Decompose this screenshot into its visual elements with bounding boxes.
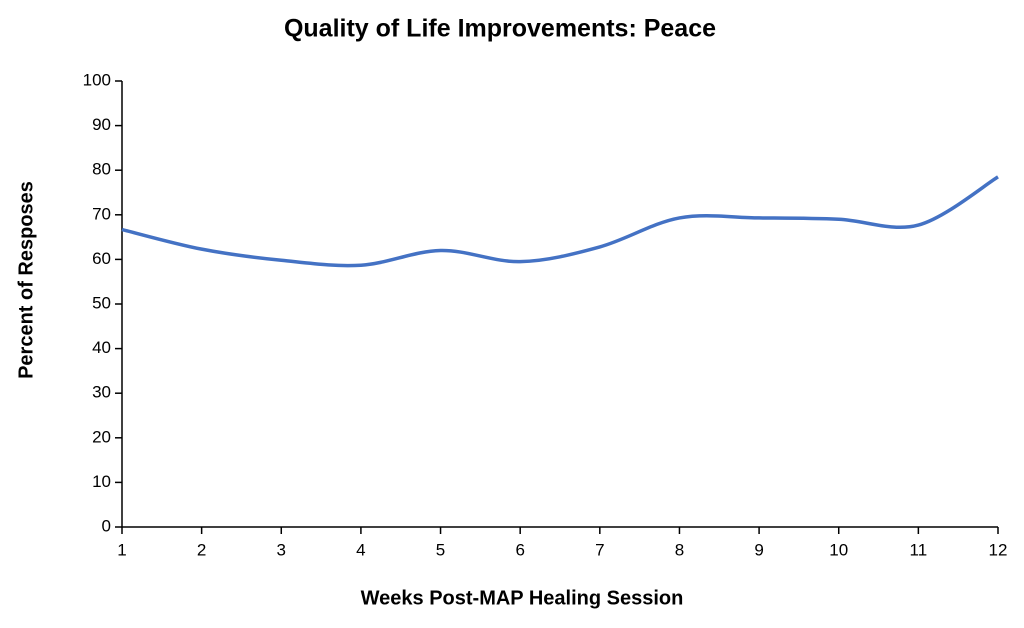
y-tick-label: 80 [92,160,111,179]
x-tick-label: 6 [515,540,524,559]
y-tick-label: 30 [92,383,111,402]
x-tick-label: 2 [197,540,206,559]
y-tick-label: 50 [92,293,111,312]
x-tick-label: 8 [675,540,684,559]
y-axis-title: Percent of Resposes [15,181,37,379]
x-tick-label: 4 [356,540,365,559]
x-tick-label: 10 [829,540,848,559]
y-tick-label: 0 [102,516,111,535]
y-tick-label: 60 [92,249,111,268]
y-tick-label: 70 [92,204,111,223]
data-line [121,175,999,268]
x-tick-label: 5 [436,540,445,559]
x-tick-label: 12 [989,540,1008,559]
x-axis-title: Weeks Post-MAP Healing Session [361,587,684,609]
x-tick-label: 3 [277,540,286,559]
x-tick-label: 11 [910,540,928,559]
chart-title: Quality of Life Improvements: Peace [284,15,716,43]
y-tick-label: 100 [83,70,111,89]
y-tick-label: 40 [92,338,111,357]
y-tick-label: 10 [92,472,111,491]
x-tick-label: 1 [117,540,126,559]
x-tick-label: 9 [754,540,763,559]
y-tick-label: 90 [92,115,111,134]
y-tick-label: 20 [92,427,111,446]
x-tick-label: 7 [595,540,604,559]
